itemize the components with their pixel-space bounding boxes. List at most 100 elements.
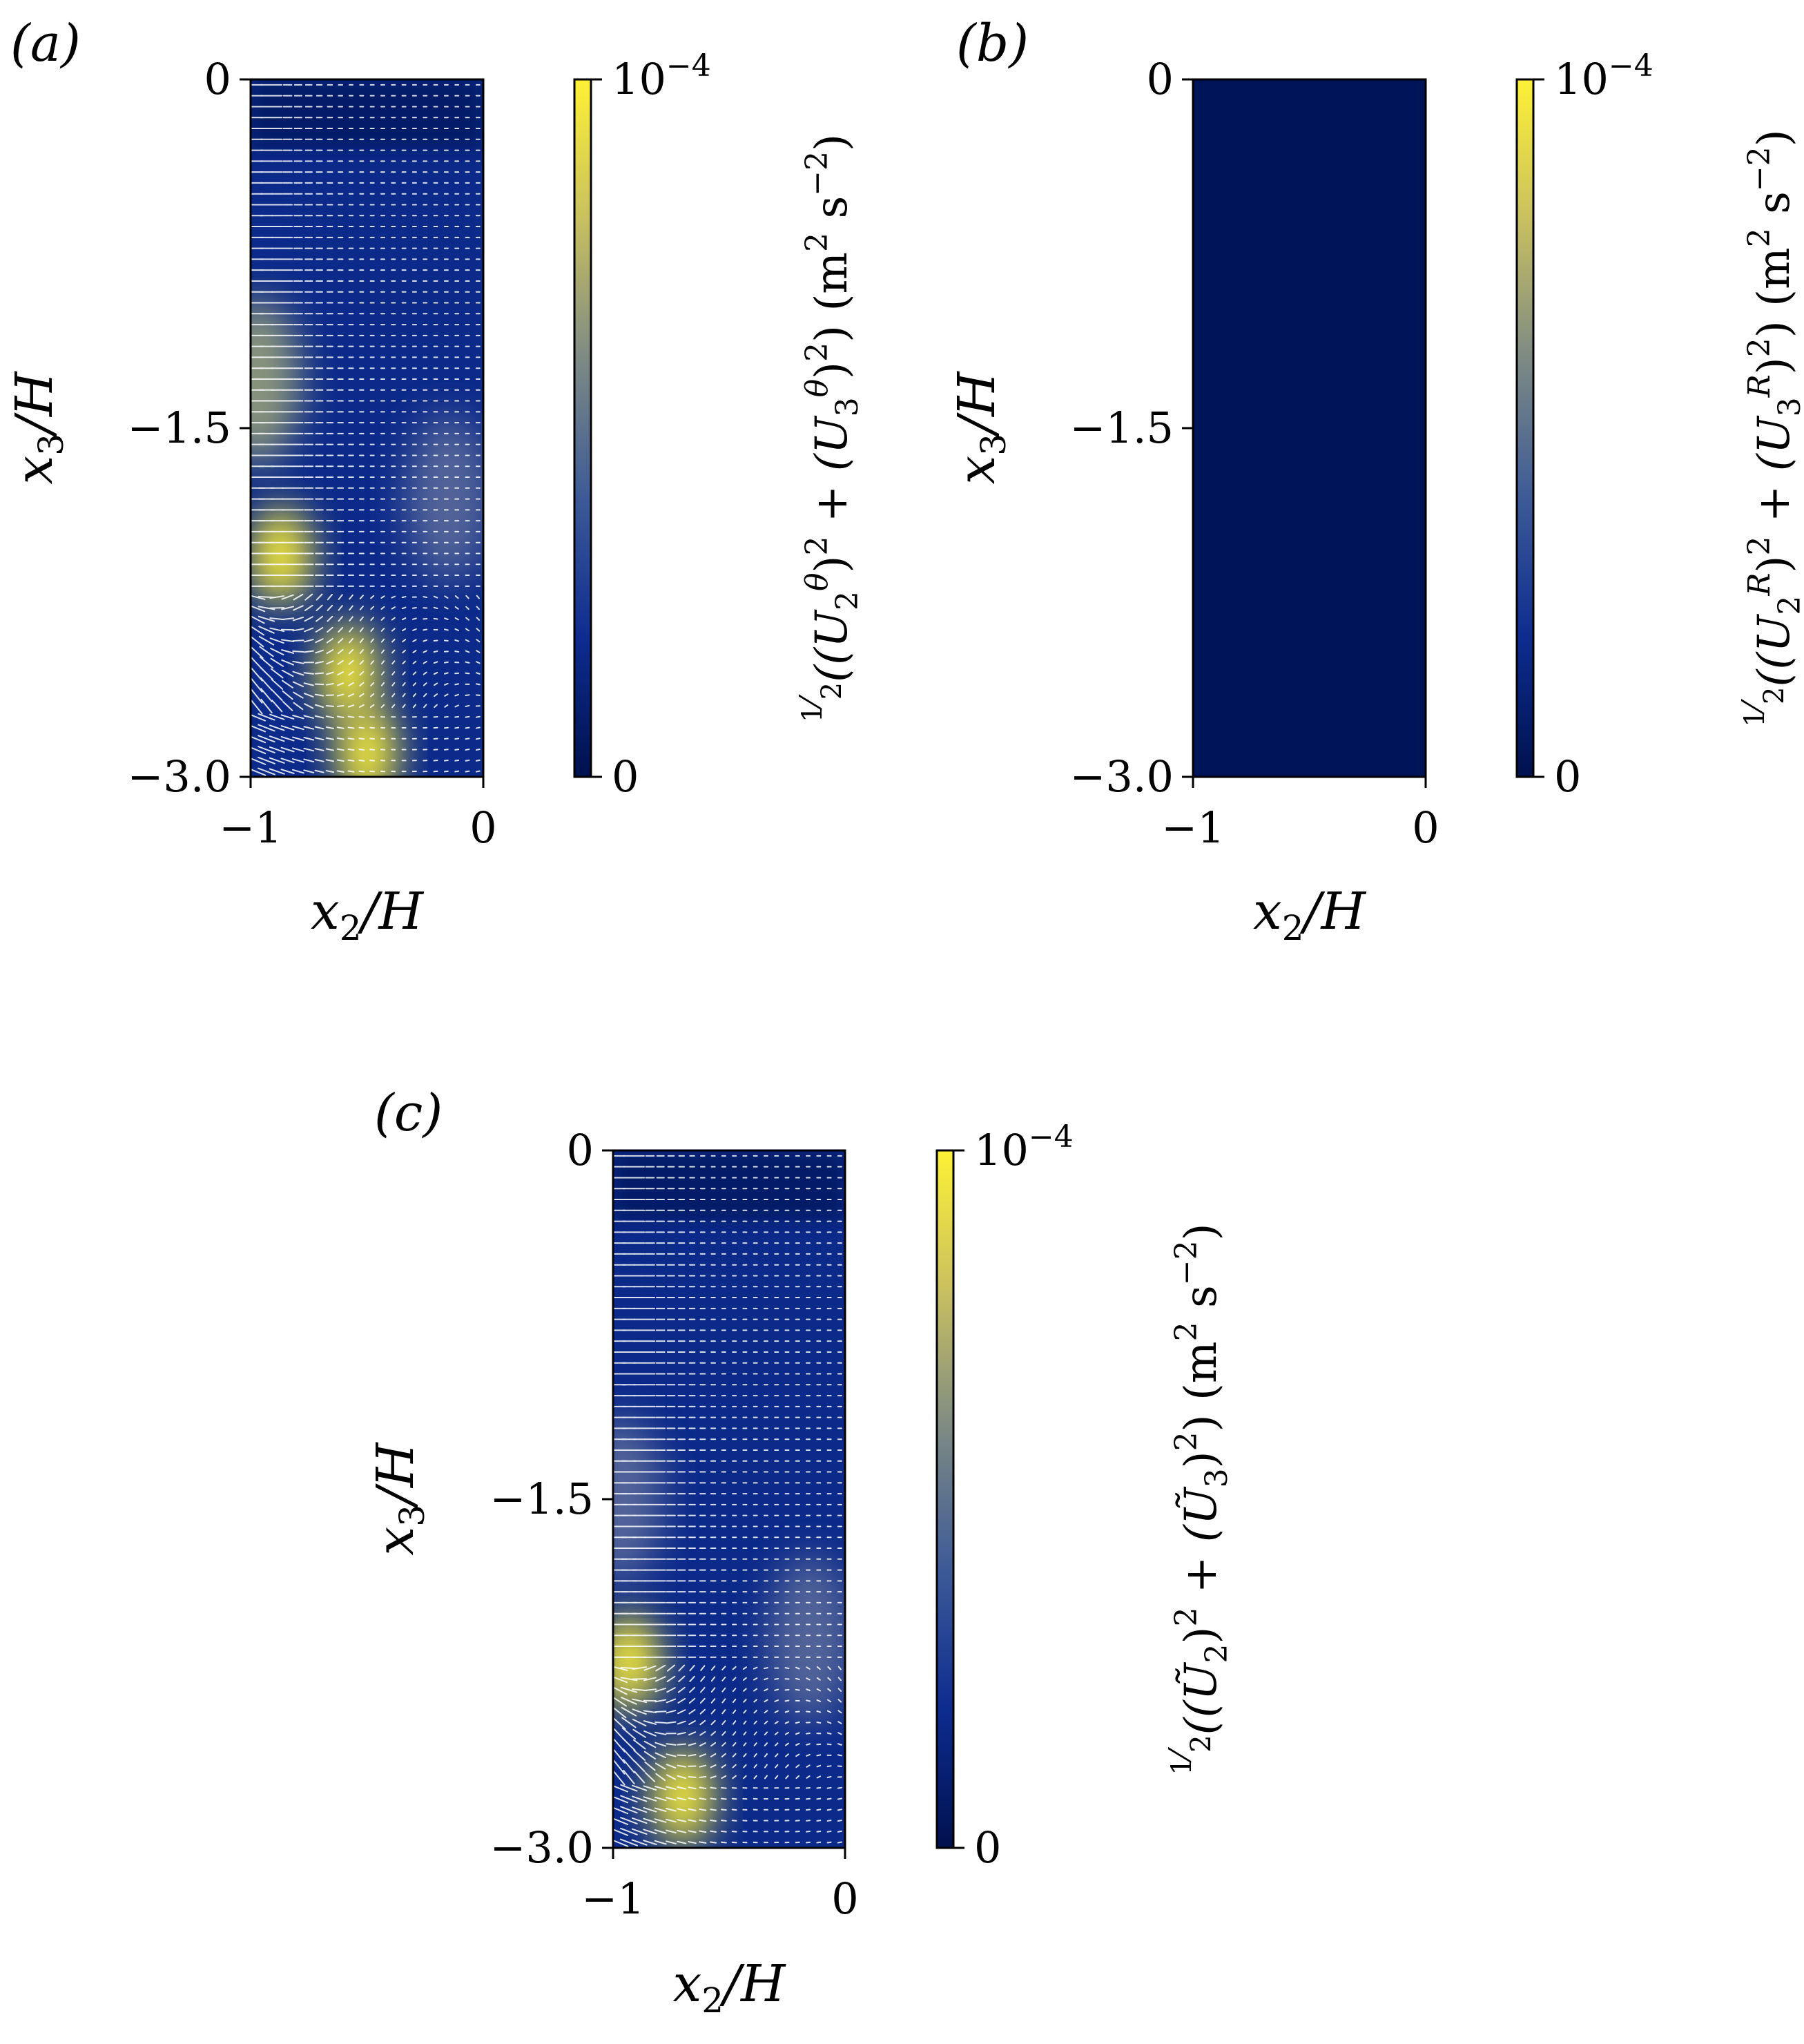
vector-arrow <box>380 660 385 665</box>
vector-arrow <box>433 595 438 599</box>
vector-arrow <box>281 594 294 600</box>
vector-arrow <box>337 659 344 665</box>
vector-arrow <box>269 735 285 742</box>
vector-arrow <box>370 693 375 697</box>
vector-arrow <box>444 617 449 621</box>
vector-arrow <box>826 1797 832 1800</box>
vector-arrow <box>816 1699 822 1702</box>
vector-arrow <box>338 626 344 633</box>
vector-arrow <box>826 1820 832 1822</box>
vector-arrow <box>677 1732 686 1735</box>
colorbar-min-label: 0 <box>1554 751 1581 802</box>
vector-arrow <box>315 649 324 654</box>
vector-arrow <box>391 628 396 632</box>
vector-arrow <box>837 1786 842 1789</box>
vector-arrow <box>688 1754 697 1757</box>
vector-arrow <box>613 1785 628 1793</box>
vector-arrow <box>391 606 396 610</box>
vector-arrow <box>654 1752 666 1759</box>
vector-arrow <box>304 593 313 601</box>
vector-field <box>613 1155 842 1847</box>
vector-arrow <box>666 1786 677 1790</box>
vector-arrow <box>837 1721 842 1724</box>
vector-arrow <box>721 1764 727 1768</box>
panel-label: (a) <box>10 14 81 73</box>
vector-arrow <box>613 1737 625 1753</box>
vector-arrow <box>837 1841 842 1844</box>
colorbar-max-exponent: −4 <box>1609 48 1653 84</box>
vector-arrow <box>666 1743 677 1746</box>
heatmap-hotspot <box>613 1415 662 1583</box>
vector-arrow <box>826 1732 832 1735</box>
vector-arrow <box>743 1775 747 1780</box>
vector-arrow <box>666 1774 677 1780</box>
vector-arrow <box>280 769 295 774</box>
vector-arrow <box>666 1710 677 1714</box>
colorbar-label-part: s <box>1749 191 1800 228</box>
vector-arrow <box>269 627 285 633</box>
vector-arrow <box>338 615 343 622</box>
vector-arrow <box>721 1775 727 1780</box>
colorbar-label-part: ) <box>1176 1451 1227 1468</box>
vector-arrow <box>643 1688 657 1692</box>
vector-arrow <box>271 689 283 702</box>
vector-arrow <box>632 1708 647 1715</box>
vector-arrow <box>613 1747 625 1764</box>
colorbar-label-part: ) (m <box>1176 1341 1227 1431</box>
vector-arrow <box>292 639 304 642</box>
vector-arrow <box>753 1720 757 1725</box>
colorbar <box>573 78 592 778</box>
vector-arrow <box>837 1699 842 1703</box>
vector-arrow <box>806 1753 811 1757</box>
vector-arrow <box>314 737 324 741</box>
vector-arrow <box>699 1830 707 1833</box>
vector-arrow <box>270 647 284 656</box>
vector-arrow <box>391 682 396 686</box>
colorbar-label-part: R <box>1742 573 1777 597</box>
vector-arrow <box>764 1753 768 1757</box>
vector-arrow <box>710 1676 716 1682</box>
vector-arrow <box>643 1740 657 1748</box>
vector-arrow <box>677 1808 687 1812</box>
vector-arrow <box>710 1753 717 1757</box>
vector-arrow <box>260 677 273 691</box>
vector-arrow <box>710 1764 717 1768</box>
colorbar-label-part: 2 <box>830 591 865 610</box>
vector-arrow <box>816 1820 822 1822</box>
vector-arrow <box>314 715 324 719</box>
panel-a: 0−1.5−3.0−1 0x2/Hx3/H(a)10−401⁄2((U2θ)2 +… <box>5 14 865 948</box>
vector-arrow <box>721 1677 726 1681</box>
vector-arrow <box>465 606 469 610</box>
vector-arrow <box>314 726 324 730</box>
vector-arrow <box>721 1687 726 1693</box>
vector-arrow <box>326 660 334 665</box>
colorbar-label-part: 3 <box>1772 397 1804 416</box>
heatmap-field <box>613 1150 845 1848</box>
vector-arrow <box>325 683 334 686</box>
vector-arrow <box>281 659 294 666</box>
colorbar-label-frac-num: 1 <box>1166 1757 1198 1775</box>
vector-arrow <box>359 693 365 697</box>
vector-arrow <box>710 1775 717 1779</box>
vector-arrow <box>327 626 333 633</box>
vector-arrow <box>689 1675 695 1682</box>
vector-arrow <box>806 1677 811 1681</box>
heatmap-field <box>251 79 483 777</box>
vector-arrow <box>475 726 481 729</box>
vector-arrow <box>699 1697 706 1704</box>
vector-arrow <box>753 1709 757 1714</box>
vector-arrow <box>699 1708 706 1715</box>
vector-arrow <box>677 1697 686 1704</box>
vector-arrow <box>380 682 385 686</box>
vector-arrow <box>476 595 480 599</box>
vector-arrow <box>280 725 295 731</box>
vector-arrow <box>632 1739 646 1750</box>
vector-arrow <box>251 615 265 624</box>
vector-arrow <box>710 1830 717 1833</box>
vector-arrow <box>764 1764 768 1768</box>
y-tick-label: 0 <box>567 1125 594 1175</box>
vector-arrow <box>476 650 481 653</box>
vector-arrow <box>476 639 481 643</box>
colorbar-label-part: 2 <box>1742 228 1777 247</box>
